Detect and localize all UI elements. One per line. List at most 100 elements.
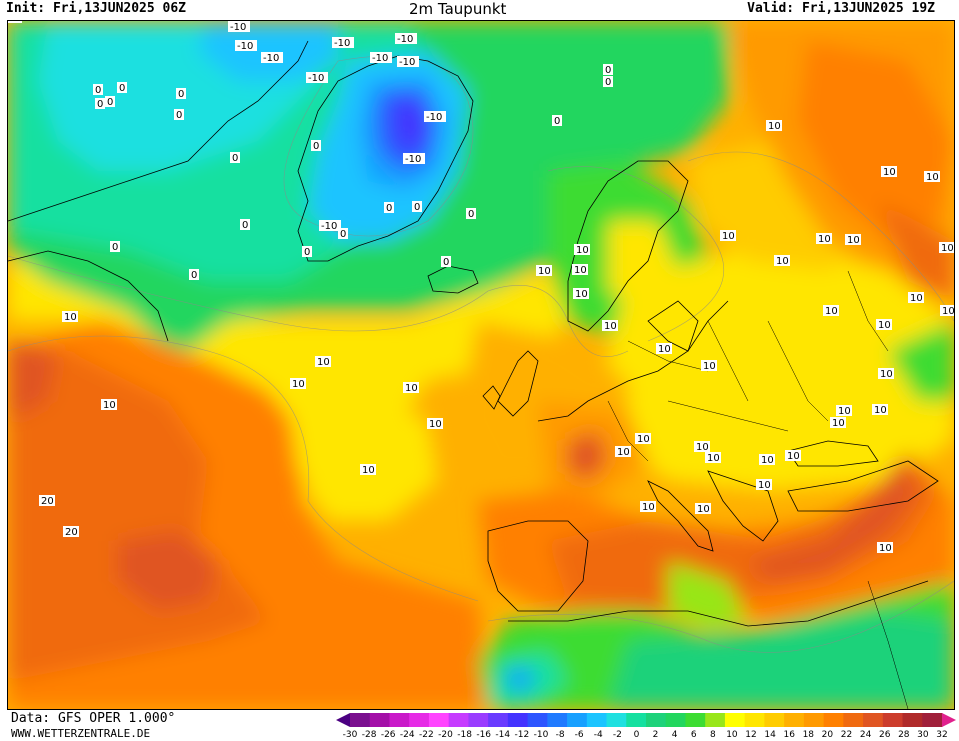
contour-value-label: 10 [575,289,588,300]
contour-label-bg [695,503,711,514]
map-footer: Data: GFS OPER 1.000° WWW.WETTERZENTRALE… [0,710,959,741]
contour-value-label: -10 [237,41,253,52]
contour-value-label: 20 [8,21,21,24]
contour-value-label: 10 [696,442,709,453]
legend-swatch [863,713,884,727]
contour-label-bg [228,21,250,32]
contour-label-bg [876,319,892,330]
legend-swatch [665,713,686,727]
contour-label-bg [302,246,312,257]
color-legend [336,713,956,727]
legend-tick-label: -12 [514,730,530,740]
legend-swatch [705,713,726,727]
contour-label-bg [759,454,775,465]
contour-value-label: 10 [658,344,671,355]
contour-label-bg [574,244,590,255]
contour-value-label: 10 [317,357,330,368]
contour-value-label: 10 [64,312,77,323]
contour-label-bg [62,311,78,322]
contour-value-label: 20 [41,496,54,507]
contour-label-bg [603,76,613,87]
legend-tick-label: 18 [802,730,815,740]
contour-label-bg [615,446,631,457]
legend-tick-label: -30 [342,730,358,740]
contour-value-label: 10 [818,234,831,245]
contour-labels: -10-10 -10 -10-10 -10-10-10-10-10-100000000… [8,21,954,554]
contour-value-label: 10 [879,543,892,554]
contour-label-bg [101,399,117,410]
legend-swatch [428,713,450,727]
contour-label-bg [395,33,417,44]
legend-tick-label: 28 [898,730,910,740]
contour-value-label: -10 [230,22,246,33]
legend-tick-label: -10 [533,730,549,740]
contour-value-label: -10 [372,53,388,64]
contour-value-label: 10 [768,121,781,132]
contour-value-label: 10 [941,243,954,254]
legend-swatch [547,713,568,727]
contour-label-bg [240,219,250,230]
legend-swatch [823,713,844,727]
contour-label-bg [441,256,451,267]
contour-value-label: 0 [95,85,101,96]
contour-label-bg [306,72,328,83]
legend-tick-label: 20 [821,730,834,740]
legend-tick-label: -24 [399,730,415,740]
contour-value-label: 10 [838,406,851,417]
contour-label-bg [785,450,801,461]
contour-value-label: 10 [832,418,845,429]
contour-value-label: 10 [825,306,838,317]
contour-value-label: -10 [399,57,415,68]
contour-value-label: 10 [722,231,735,242]
contour-value-label: 0 [232,153,238,164]
legend-swatch [350,713,371,727]
contour-label-bg [603,64,613,75]
contour-value-label: 10 [405,383,418,394]
contour-label-bg [756,479,772,490]
contour-label-bg [701,360,717,371]
contour-value-label: 0 [443,257,449,268]
contour-label-bg [908,292,924,303]
legend-tick-label: 26 [878,730,891,740]
contour-label-bg [8,21,22,23]
contour-value-label: 10 [758,480,771,491]
contour-label-bg [602,320,618,331]
legend-tick-labels: -30 -28 -26 -24 -22 -20 -18 -16 -14 -12 -10 -8 -6 -4-… [336,730,956,740]
contour-value-label: 10 [926,172,939,183]
contour-label-bg [370,52,392,63]
contour-value-label: 0 [242,220,248,231]
legend-arrow-left [336,713,350,727]
contour-value-label: 10 [883,167,896,178]
data-source-label: Data: GFS OPER 1.000° [11,711,176,726]
contour-value-label: 10 [697,504,710,515]
contour-value-label: 0 [340,229,346,240]
legend-swatch [448,713,469,727]
contour-value-label: 0 [119,83,125,94]
contour-value-label: 0 [605,77,611,88]
contour-label-bg [332,37,354,48]
legend-swatch [468,713,489,727]
contour-value-label: 10 [874,405,887,416]
legend-tick-label: -28 [361,730,377,740]
contour-value-label: -10 [334,38,350,49]
contour-label-bg [412,201,422,212]
contour-label-bg [235,40,257,51]
legend-swatch [488,713,509,727]
legend-tick-label: -2 [612,730,622,740]
contour-label-bg [940,305,954,316]
contour-value-label: 10 [880,369,893,380]
contour-value-label: 10 [617,447,630,458]
contour-value-label: 10 [776,256,789,267]
contour-value-label: 10 [910,293,923,304]
legend-swatch [764,713,785,727]
contour-label-bg [640,501,656,512]
legend-tick-label: -8 [555,730,565,740]
contour-label-bg [117,82,127,93]
legend-swatch [803,713,825,727]
contour-label-bg [290,378,306,389]
valid-time-label: Valid: Fri,13JUN2025 19Z [747,1,935,16]
contour-label-bg [878,368,894,379]
map-header: Init: Fri,13JUN2025 06Z 2m Taupunkt Vali… [0,0,959,20]
contour-value-label: -10 [321,221,337,232]
legend-tick-label: 14 [764,730,776,740]
